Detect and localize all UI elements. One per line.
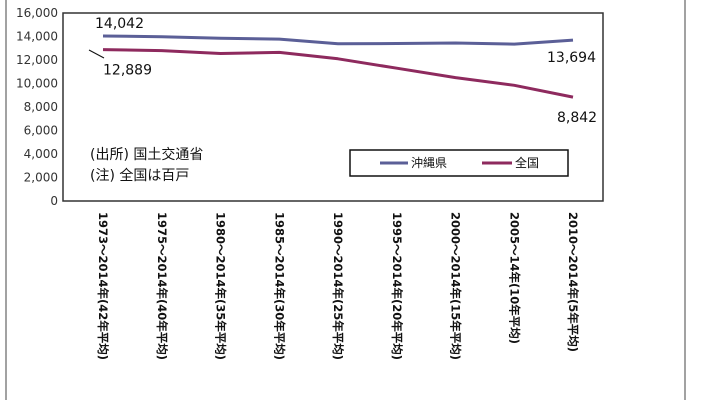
series-line-national	[102, 48, 574, 99]
y-tick-label: 0	[50, 194, 58, 208]
y-tick-label: 10,000	[16, 77, 58, 91]
y-tick-label: 16,000	[16, 6, 58, 20]
x-axis-categories: 1973～2014年(42年平均) 1975～2014年(40年平均) 1980～2…	[96, 212, 580, 360]
x-tick-label: 2005～14年(10年平均)	[507, 212, 521, 344]
y-axis: 0 2,000 4,000 6,000 8,000 10,000 12,000 14,000 1…	[16, 6, 58, 208]
series-line-okinawa	[102, 34, 574, 46]
data-label: 8,842	[557, 110, 597, 126]
series-lines	[102, 34, 574, 99]
data-label: 13,694	[547, 50, 596, 66]
unit-note: (注) 全国は百戸	[90, 167, 189, 184]
x-tick-label: 1995～2014年(20年平均)	[390, 212, 404, 360]
y-tick-label: 4,000	[24, 147, 58, 161]
x-tick-label: 1985～2014年(30年平均)	[272, 212, 286, 360]
x-tick-label: 1980～2014年(35年平均)	[214, 212, 228, 360]
x-tick-label: 2010～2014年(5年平均)	[566, 212, 580, 352]
x-tick-label: 2000～2014年(15年平均)	[449, 212, 463, 360]
y-tick-label: 12,000	[16, 53, 58, 67]
y-tick-label: 2,000	[24, 171, 58, 185]
data-label-leader-line	[88, 49, 105, 59]
legend-label-national: 全国	[515, 155, 539, 170]
legend-label-okinawa: 沖縄県	[411, 155, 447, 170]
legend: 沖縄県 全国	[349, 149, 569, 177]
data-label: 14,042	[95, 16, 144, 32]
plot-area	[62, 12, 604, 202]
y-tick-label: 14,000	[16, 30, 58, 44]
data-labels: 14,042 12,889 13,694 8,842	[95, 16, 597, 126]
x-tick-label: 1990～2014年(25年平均)	[331, 212, 345, 360]
y-tick-label: 8,000	[24, 100, 58, 114]
x-tick-label: 1975～2014年(40年平均)	[155, 212, 169, 360]
data-label: 12,889	[103, 63, 152, 79]
y-tick-label: 6,000	[24, 124, 58, 138]
source-note: (出所) 国土交通省	[90, 146, 203, 163]
x-tick-label: 1973～2014年(42年平均)	[96, 212, 110, 360]
